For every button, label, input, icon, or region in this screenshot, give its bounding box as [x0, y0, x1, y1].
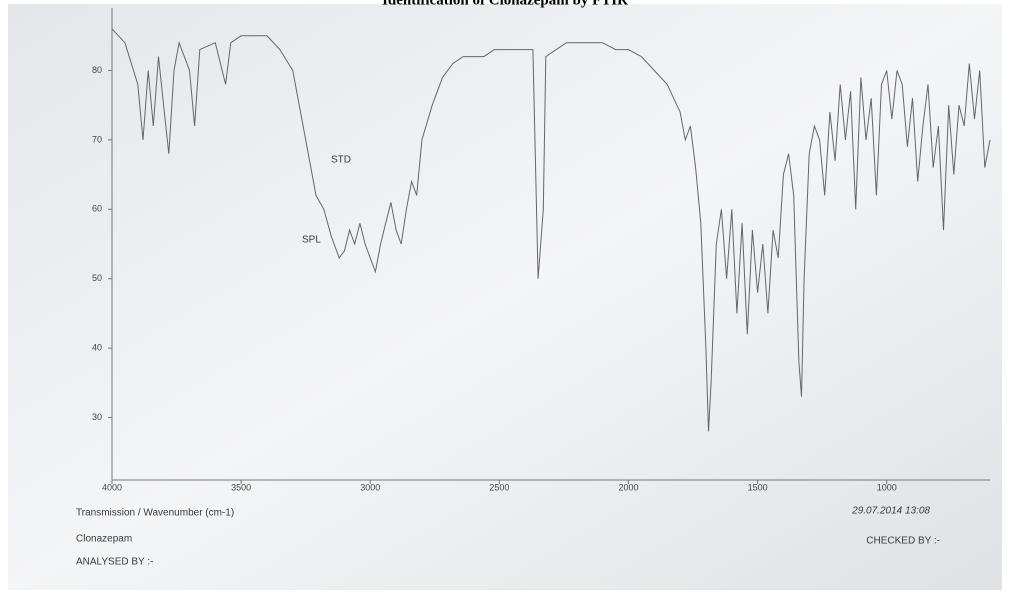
chart-title: Identification of Clonazepam by FTIR [382, 0, 628, 8]
y-tick-label: 80 [92, 65, 102, 75]
paper [8, 4, 1002, 590]
x-tick-label: 1500 [748, 482, 768, 492]
x-tick-label: 2500 [489, 482, 509, 492]
y-tick-label: 30 [92, 412, 102, 422]
y-tick-label: 40 [92, 342, 102, 352]
x-tick-label: 4000 [102, 482, 122, 492]
timestamp: 29.07.2014 13:08 [851, 506, 930, 517]
spectrum-line [111, 28, 991, 432]
x-tick-label: 1000 [877, 482, 897, 492]
x-tick-label: 3500 [231, 482, 251, 492]
y-tick-label: 70 [92, 134, 102, 144]
y-tick-label: 60 [92, 204, 102, 214]
x-tick-label: 3000 [360, 482, 380, 492]
annotation: SPL [302, 235, 321, 246]
checked-by: CHECKED BY :- [866, 536, 940, 547]
analysed-by: ANALYSED BY :- [76, 557, 153, 568]
x-tick-label: 2000 [618, 482, 638, 492]
sample-name: Clonazepam [76, 534, 132, 545]
y-tick-label: 50 [92, 273, 102, 283]
annotation: STD [331, 155, 351, 166]
x-axis-label: Transmission / Wavenumber (cm-1) [76, 508, 234, 519]
